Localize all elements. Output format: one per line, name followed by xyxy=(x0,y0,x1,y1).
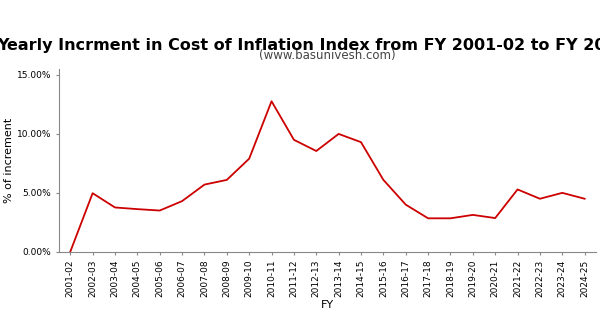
Title: Yearly Incrment in Cost of Inflation Index from FY 2001-02 to FY 2024-25: Yearly Incrment in Cost of Inflation Ind… xyxy=(0,38,600,53)
Y-axis label: % of increment: % of increment xyxy=(4,118,14,203)
X-axis label: FY: FY xyxy=(321,300,334,310)
Text: (www.basunivesh.com): (www.basunivesh.com) xyxy=(259,49,396,62)
